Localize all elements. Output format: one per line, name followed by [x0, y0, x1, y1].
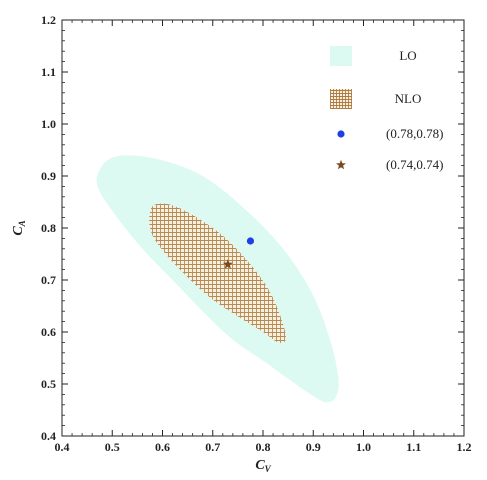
legend-label: NLO — [395, 91, 422, 106]
legend-swatch-nlo — [330, 89, 352, 109]
x-tick-label: 1.2 — [457, 440, 472, 454]
y-tick-label: 0.9 — [41, 169, 56, 183]
legend-swatch-lo — [330, 46, 352, 66]
y-axis-title: CA — [11, 220, 27, 235]
regions-layer — [96, 155, 339, 403]
point-circle — [246, 237, 255, 245]
legend-label: (0.78,0.78) — [386, 126, 443, 141]
y-tick-label: 1.2 — [41, 13, 56, 27]
y-axis-title-sub: A — [17, 220, 27, 227]
y-tick-label: 0.6 — [41, 325, 56, 339]
legend-marker-star — [336, 159, 346, 170]
x-axis-title-sub: V — [265, 464, 272, 474]
x-tick-label: 1.1 — [406, 440, 421, 454]
x-tick-label: 0.5 — [105, 440, 120, 454]
y-tick-label: 0.4 — [41, 429, 56, 443]
x-axis-title-main: C — [255, 458, 265, 473]
points-layer — [222, 237, 255, 269]
y-tick-label: 0.5 — [41, 377, 56, 391]
x-tick-label: 0.4 — [55, 440, 70, 454]
x-tick-label: 1.0 — [356, 440, 371, 454]
legend-marker-circle — [337, 130, 345, 138]
x-axis-title: CV — [255, 458, 271, 474]
y-tick-label: 0.8 — [41, 221, 56, 235]
ticks-layer: 0.4 0.5 0.6 0.7 0.8 0.9 1.0 1.1 1.2 0.4 0.5 0.6 0.7 0… — [41, 13, 472, 454]
x-tick-label: 0.9 — [306, 440, 321, 454]
y-tick-label: 0.7 — [41, 273, 56, 287]
y-tick-label: 1.1 — [41, 65, 56, 79]
legend-label: LO — [399, 48, 416, 63]
point-star — [222, 259, 233, 269]
x-tick-label: 0.8 — [256, 440, 271, 454]
y-axis-title-main: C — [11, 226, 26, 236]
legend: LO NLO (0.78,0.78) (0.74,0.74) — [330, 46, 443, 172]
y-tick-label: 1.0 — [41, 117, 56, 131]
legend-label: (0.74,0.74) — [386, 157, 443, 172]
region-nlo — [149, 203, 286, 343]
x-tick-label: 0.6 — [155, 440, 170, 454]
x-tick-label: 0.7 — [205, 440, 220, 454]
